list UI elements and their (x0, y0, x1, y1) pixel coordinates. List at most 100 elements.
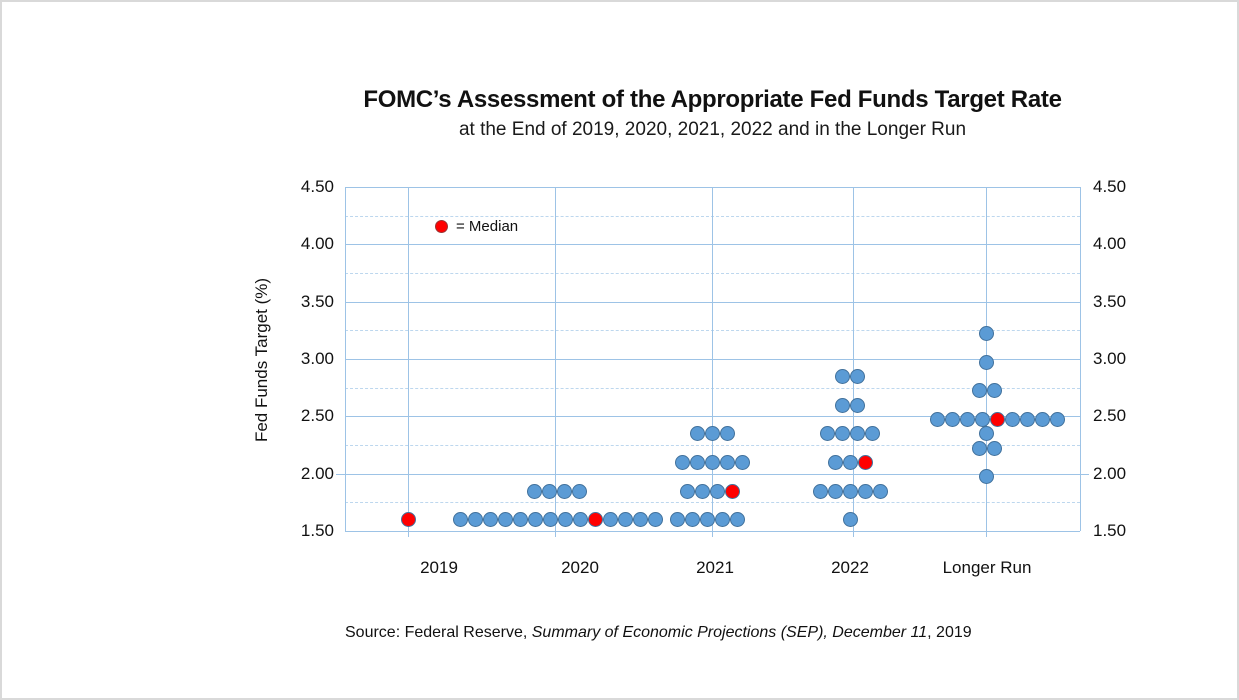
median-dot (587, 512, 603, 528)
projection-dot (699, 512, 715, 528)
y-tick-label: 3.00 (300, 349, 334, 368)
projection-dot (1004, 411, 1020, 427)
projection-dot (467, 512, 483, 528)
gridline-category (853, 187, 854, 531)
x-axis-tick (712, 531, 713, 537)
y-tick-label: 4.50 (300, 177, 334, 196)
x-category-label: 2020 (561, 558, 599, 577)
projection-dot (864, 426, 880, 442)
median-dot (857, 454, 873, 470)
source-prefix: Source: Federal Reserve, (345, 624, 532, 641)
plot-border (345, 187, 346, 531)
chart-title: FOMC’s Assessment of the Appropriate Fed… (363, 86, 1062, 113)
median-dot (989, 411, 1005, 427)
y-tick-label: 2.00 (1093, 463, 1127, 483)
y-tick-label: 3.50 (1093, 291, 1127, 311)
projection-dot (834, 368, 850, 384)
projection-dot (849, 397, 865, 413)
projection-dot (974, 411, 990, 427)
legend-label: = Median (456, 218, 519, 235)
projection-dot (734, 454, 750, 470)
projection-dot (571, 483, 587, 499)
projection-dot (978, 354, 994, 370)
projection-dot (527, 512, 543, 528)
y-tick-label: 4.00 (1093, 234, 1127, 254)
y-tick-label: 2.50 (1093, 406, 1127, 426)
projection-dot (842, 512, 858, 528)
projection-dot (929, 411, 945, 427)
source-note: Source: Federal Reserve, Summary of Econ… (345, 624, 972, 642)
projection-dot (1019, 411, 1035, 427)
source-suffix: , 2019 (927, 624, 972, 641)
projection-dot (1049, 411, 1065, 427)
median-legend-dot-icon (435, 220, 448, 233)
projection-dot (669, 512, 685, 528)
projection-dot (512, 512, 528, 528)
y-tick-label: 1.50 (300, 521, 334, 540)
projection-dot (857, 483, 873, 499)
y-axis-title-text: Fed Funds Target (%) (252, 277, 271, 443)
projection-dot (978, 469, 994, 485)
projection-dot (541, 483, 557, 499)
projection-dot (674, 454, 690, 470)
x-axis-tick (853, 531, 854, 537)
gridline-category (408, 187, 409, 531)
projection-dot (557, 512, 573, 528)
projection-dot (849, 426, 865, 442)
plot-border (1080, 187, 1081, 531)
projection-dot (819, 426, 835, 442)
projection-dot (1034, 411, 1050, 427)
projection-dot (849, 368, 865, 384)
projection-dot (704, 426, 720, 442)
gridline-category (555, 187, 556, 531)
x-category-label: 2021 (696, 558, 734, 577)
projection-dot (694, 483, 710, 499)
projection-dot (978, 325, 994, 341)
projection-dot (971, 440, 987, 456)
projection-dot (842, 483, 858, 499)
gridline-category (712, 187, 713, 531)
projection-dot (834, 397, 850, 413)
source-italic: Summary of Economic Projections (SEP), D… (531, 624, 928, 641)
y-tick-label: 3.50 (300, 291, 334, 311)
projection-dot (704, 454, 720, 470)
y-axis-title: Fed Funds Target (%) (234, 278, 290, 442)
projection-dot (647, 512, 663, 528)
y-tick-label: 2.00 (300, 463, 334, 483)
x-category-label: Longer Run (942, 558, 1032, 577)
projection-dot (827, 483, 843, 499)
projection-dot (526, 483, 542, 499)
projection-dot (842, 454, 858, 470)
projection-dot (714, 512, 730, 528)
y-tick-label: 2.50 (300, 406, 334, 426)
x-axis-tick (408, 531, 409, 537)
projection-dot (497, 512, 513, 528)
projection-dot (827, 454, 843, 470)
projection-dot (556, 483, 572, 499)
x-category-label: 2019 (420, 558, 458, 577)
y-tick-label: 4.00 (300, 234, 334, 254)
x-axis-tick (986, 531, 987, 537)
projection-dot (729, 512, 745, 528)
projection-dot (834, 426, 850, 442)
chart-subtitle: at the End of 2019, 2020, 2021, 2022 and… (458, 119, 967, 140)
projection-dot (602, 512, 618, 528)
projection-dot (944, 411, 960, 427)
y-tick-label: 4.50 (1093, 177, 1127, 196)
median-dot (400, 512, 416, 528)
projection-dot (971, 383, 987, 399)
projection-dot (689, 454, 705, 470)
projection-dot (719, 454, 735, 470)
x-axis-tick (555, 531, 556, 537)
projection-dot (986, 383, 1002, 399)
projection-dot (689, 426, 705, 442)
projection-dot (617, 512, 633, 528)
y-axis-tick (1080, 473, 1089, 475)
y-axis-tick (336, 473, 345, 475)
projection-dot (542, 512, 558, 528)
projection-dot (986, 440, 1002, 456)
projection-dot (482, 512, 498, 528)
median-dot (724, 483, 740, 499)
projection-dot (812, 483, 828, 499)
